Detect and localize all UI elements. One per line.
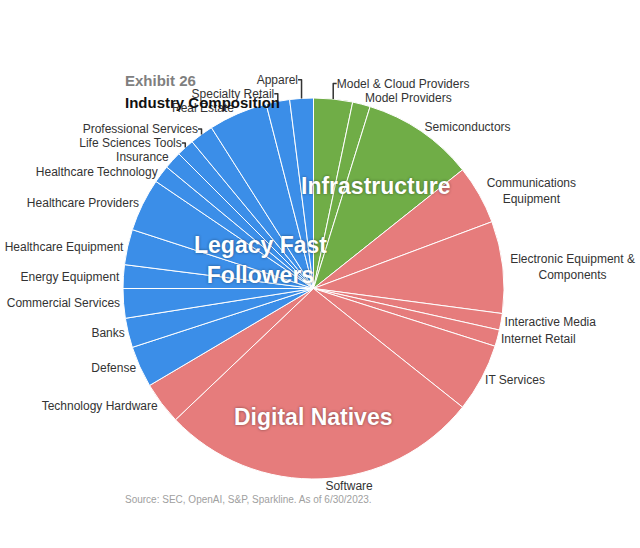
svg-text:Semiconductors: Semiconductors — [425, 120, 511, 134]
svg-text:Interactive Media: Interactive Media — [505, 315, 597, 329]
svg-text:Energy Equipment: Energy Equipment — [20, 270, 119, 284]
svg-text:Internet Retail: Internet Retail — [501, 332, 576, 346]
svg-text:Life Sciences Tools: Life Sciences Tools — [79, 136, 182, 150]
svg-text:Banks: Banks — [91, 326, 124, 340]
svg-text:Software: Software — [325, 479, 373, 493]
svg-text:Specialty Retail: Specialty Retail — [192, 87, 275, 101]
svg-text:Exhibit 26: Exhibit 26 — [125, 72, 196, 89]
svg-text:Professional Services: Professional Services — [83, 122, 198, 136]
svg-text:Apparel: Apparel — [257, 73, 298, 87]
svg-text:Model Providers: Model Providers — [365, 91, 452, 105]
svg-text:Industry Composition: Industry Composition — [125, 94, 280, 111]
svg-text:Digital Natives: Digital Natives — [234, 404, 393, 430]
svg-text:Electronic Equipment &Componen: Electronic Equipment &Components — [510, 252, 635, 282]
svg-text:Healthcare Equipment: Healthcare Equipment — [5, 240, 124, 254]
svg-text:IT Services: IT Services — [485, 373, 545, 387]
svg-text:Insurance: Insurance — [116, 150, 169, 164]
svg-text:Source: SEC, OpenAI, S&P, Spar: Source: SEC, OpenAI, S&P, Sparkline. As … — [125, 494, 372, 505]
svg-text:Defense: Defense — [91, 361, 136, 375]
svg-text:Technology Hardware: Technology Hardware — [42, 399, 158, 413]
svg-text:Commercial Services: Commercial Services — [7, 296, 120, 310]
svg-text:Healthcare Technology: Healthcare Technology — [36, 165, 158, 179]
svg-text:Healthcare Providers: Healthcare Providers — [27, 196, 139, 210]
svg-text:Legacy FastFollowers: Legacy FastFollowers — [194, 232, 327, 288]
svg-text:CommunicationsEquipment: CommunicationsEquipment — [487, 176, 576, 206]
svg-text:Infrastructure: Infrastructure — [301, 173, 451, 199]
svg-text:Model & Cloud Providers: Model & Cloud Providers — [337, 77, 470, 91]
svg-text:Real Estate: Real Estate — [172, 101, 234, 115]
